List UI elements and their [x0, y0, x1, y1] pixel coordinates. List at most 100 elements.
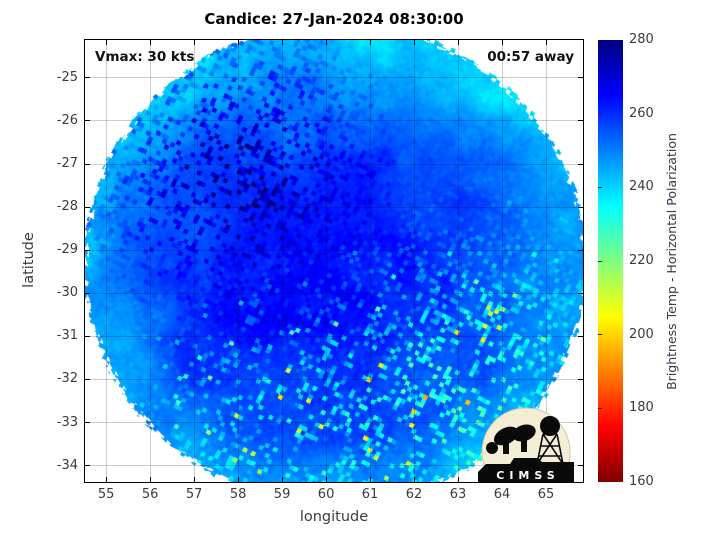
x-tick-mark — [413, 40, 415, 45]
gridline-vertical — [325, 40, 327, 482]
y-tick-mark — [85, 120, 90, 122]
y-tick-mark — [578, 249, 583, 251]
gridline-vertical — [457, 40, 459, 482]
logo-banner — [478, 458, 574, 482]
colorbar-tick-label: 200 — [629, 326, 654, 342]
plot-axes: Vmax: 30 kts 00:57 away CIMSS — [84, 39, 584, 483]
colorbar-tick-mark — [598, 407, 602, 409]
colorbar-tick-label: 280 — [629, 32, 654, 47]
x-tick-mark — [237, 477, 239, 482]
x-tick-mark — [501, 40, 503, 45]
vmax-annotation: Vmax: 30 kts — [95, 49, 195, 65]
x-tick-mark — [457, 477, 459, 482]
y-tick-label: -32 — [56, 371, 78, 387]
y-tick-label: -25 — [56, 69, 78, 85]
gridline-horizontal — [85, 163, 583, 165]
colorbar-tick-mark — [598, 260, 602, 262]
cimss-logo: CIMSS — [478, 407, 574, 482]
x-tick-mark — [325, 477, 327, 482]
gridline-vertical — [545, 40, 547, 482]
gridline-vertical — [193, 40, 195, 482]
colorbar-tick-label: 180 — [629, 400, 654, 416]
gridline-vertical — [281, 40, 283, 482]
satellite-swath-image — [85, 40, 583, 482]
logo-text: CIMSS — [496, 469, 559, 482]
x-axis-label: longitude — [299, 509, 369, 525]
y-tick-mark — [578, 120, 583, 122]
x-tick-label: 62 — [405, 487, 423, 502]
y-tick-mark — [578, 163, 583, 165]
gridline-horizontal — [85, 77, 583, 79]
y-tick-mark — [85, 335, 90, 337]
y-tick-label: -31 — [56, 328, 78, 344]
x-tick-mark — [193, 40, 195, 45]
colorbar-tick-label: 240 — [629, 179, 654, 195]
y-tick-mark — [85, 206, 90, 208]
colorbar-tick-label: 160 — [629, 474, 654, 489]
gridline-horizontal — [85, 120, 583, 122]
x-tick-label: 59 — [273, 487, 291, 502]
x-tick-mark — [413, 477, 415, 482]
gridline-vertical — [149, 40, 151, 482]
x-tick-mark — [457, 40, 459, 45]
x-tick-label: 55 — [97, 487, 115, 502]
colorbar-tick-label: 220 — [629, 253, 654, 268]
x-tick-mark — [105, 477, 107, 482]
water-tower-icon — [536, 416, 564, 465]
x-tick-label: 57 — [185, 487, 203, 502]
y-tick-mark — [578, 292, 583, 294]
y-tick-mark — [85, 378, 90, 380]
y-tick-label: -33 — [56, 414, 78, 430]
y-tick-mark — [578, 422, 583, 424]
x-tick-mark — [369, 40, 371, 45]
x-tick-mark — [149, 40, 151, 45]
x-tick-label: 60 — [317, 487, 335, 502]
x-tick-mark — [193, 477, 195, 482]
colorbar-tick-mark — [598, 186, 602, 188]
x-tick-label: 65 — [537, 487, 555, 502]
y-tick-mark — [85, 249, 90, 251]
x-tick-mark — [237, 40, 239, 45]
x-tick-mark — [281, 477, 283, 482]
x-tick-label: 61 — [361, 487, 379, 502]
eta-annotation: 00:57 away — [487, 49, 574, 65]
gridline-horizontal — [85, 249, 583, 251]
gridline-vertical — [413, 40, 415, 482]
y-tick-mark — [578, 77, 583, 79]
y-tick-mark — [85, 77, 90, 79]
satellite-dish-icon — [486, 424, 536, 454]
gridline-horizontal — [85, 465, 583, 467]
y-tick-label: -26 — [56, 112, 78, 128]
x-tick-mark — [149, 477, 151, 482]
x-tick-label: 58 — [229, 487, 247, 502]
x-tick-label: 64 — [493, 487, 511, 502]
x-tick-label: 63 — [449, 487, 467, 502]
gridline-horizontal — [85, 206, 583, 208]
colorbar-tick-mark — [598, 334, 602, 336]
y-tick-mark — [578, 335, 583, 337]
y-tick-mark — [85, 292, 90, 294]
y-tick-mark — [578, 378, 583, 380]
x-tick-mark — [325, 40, 327, 45]
y-tick-mark — [578, 465, 583, 467]
gridline-vertical — [501, 40, 503, 482]
x-tick-mark — [105, 40, 107, 45]
gridline-vertical — [369, 40, 371, 482]
page-title: Candice: 27-Jan-2024 08:30:00 — [204, 10, 464, 28]
gridline-vertical — [105, 40, 107, 482]
x-tick-label: 56 — [141, 487, 159, 502]
gridline-horizontal — [85, 422, 583, 424]
x-tick-mark — [369, 477, 371, 482]
y-tick-mark — [578, 206, 583, 208]
y-tick-mark — [85, 465, 90, 467]
gridline-horizontal — [85, 335, 583, 337]
x-tick-mark — [281, 40, 283, 45]
x-tick-mark — [545, 40, 547, 45]
colorbar-tick-mark — [598, 113, 602, 115]
y-tick-label: -30 — [56, 285, 78, 301]
y-tick-label: -29 — [56, 242, 78, 258]
y-tick-mark — [85, 422, 90, 424]
gridline-horizontal — [85, 292, 583, 294]
colorbar — [598, 40, 623, 482]
